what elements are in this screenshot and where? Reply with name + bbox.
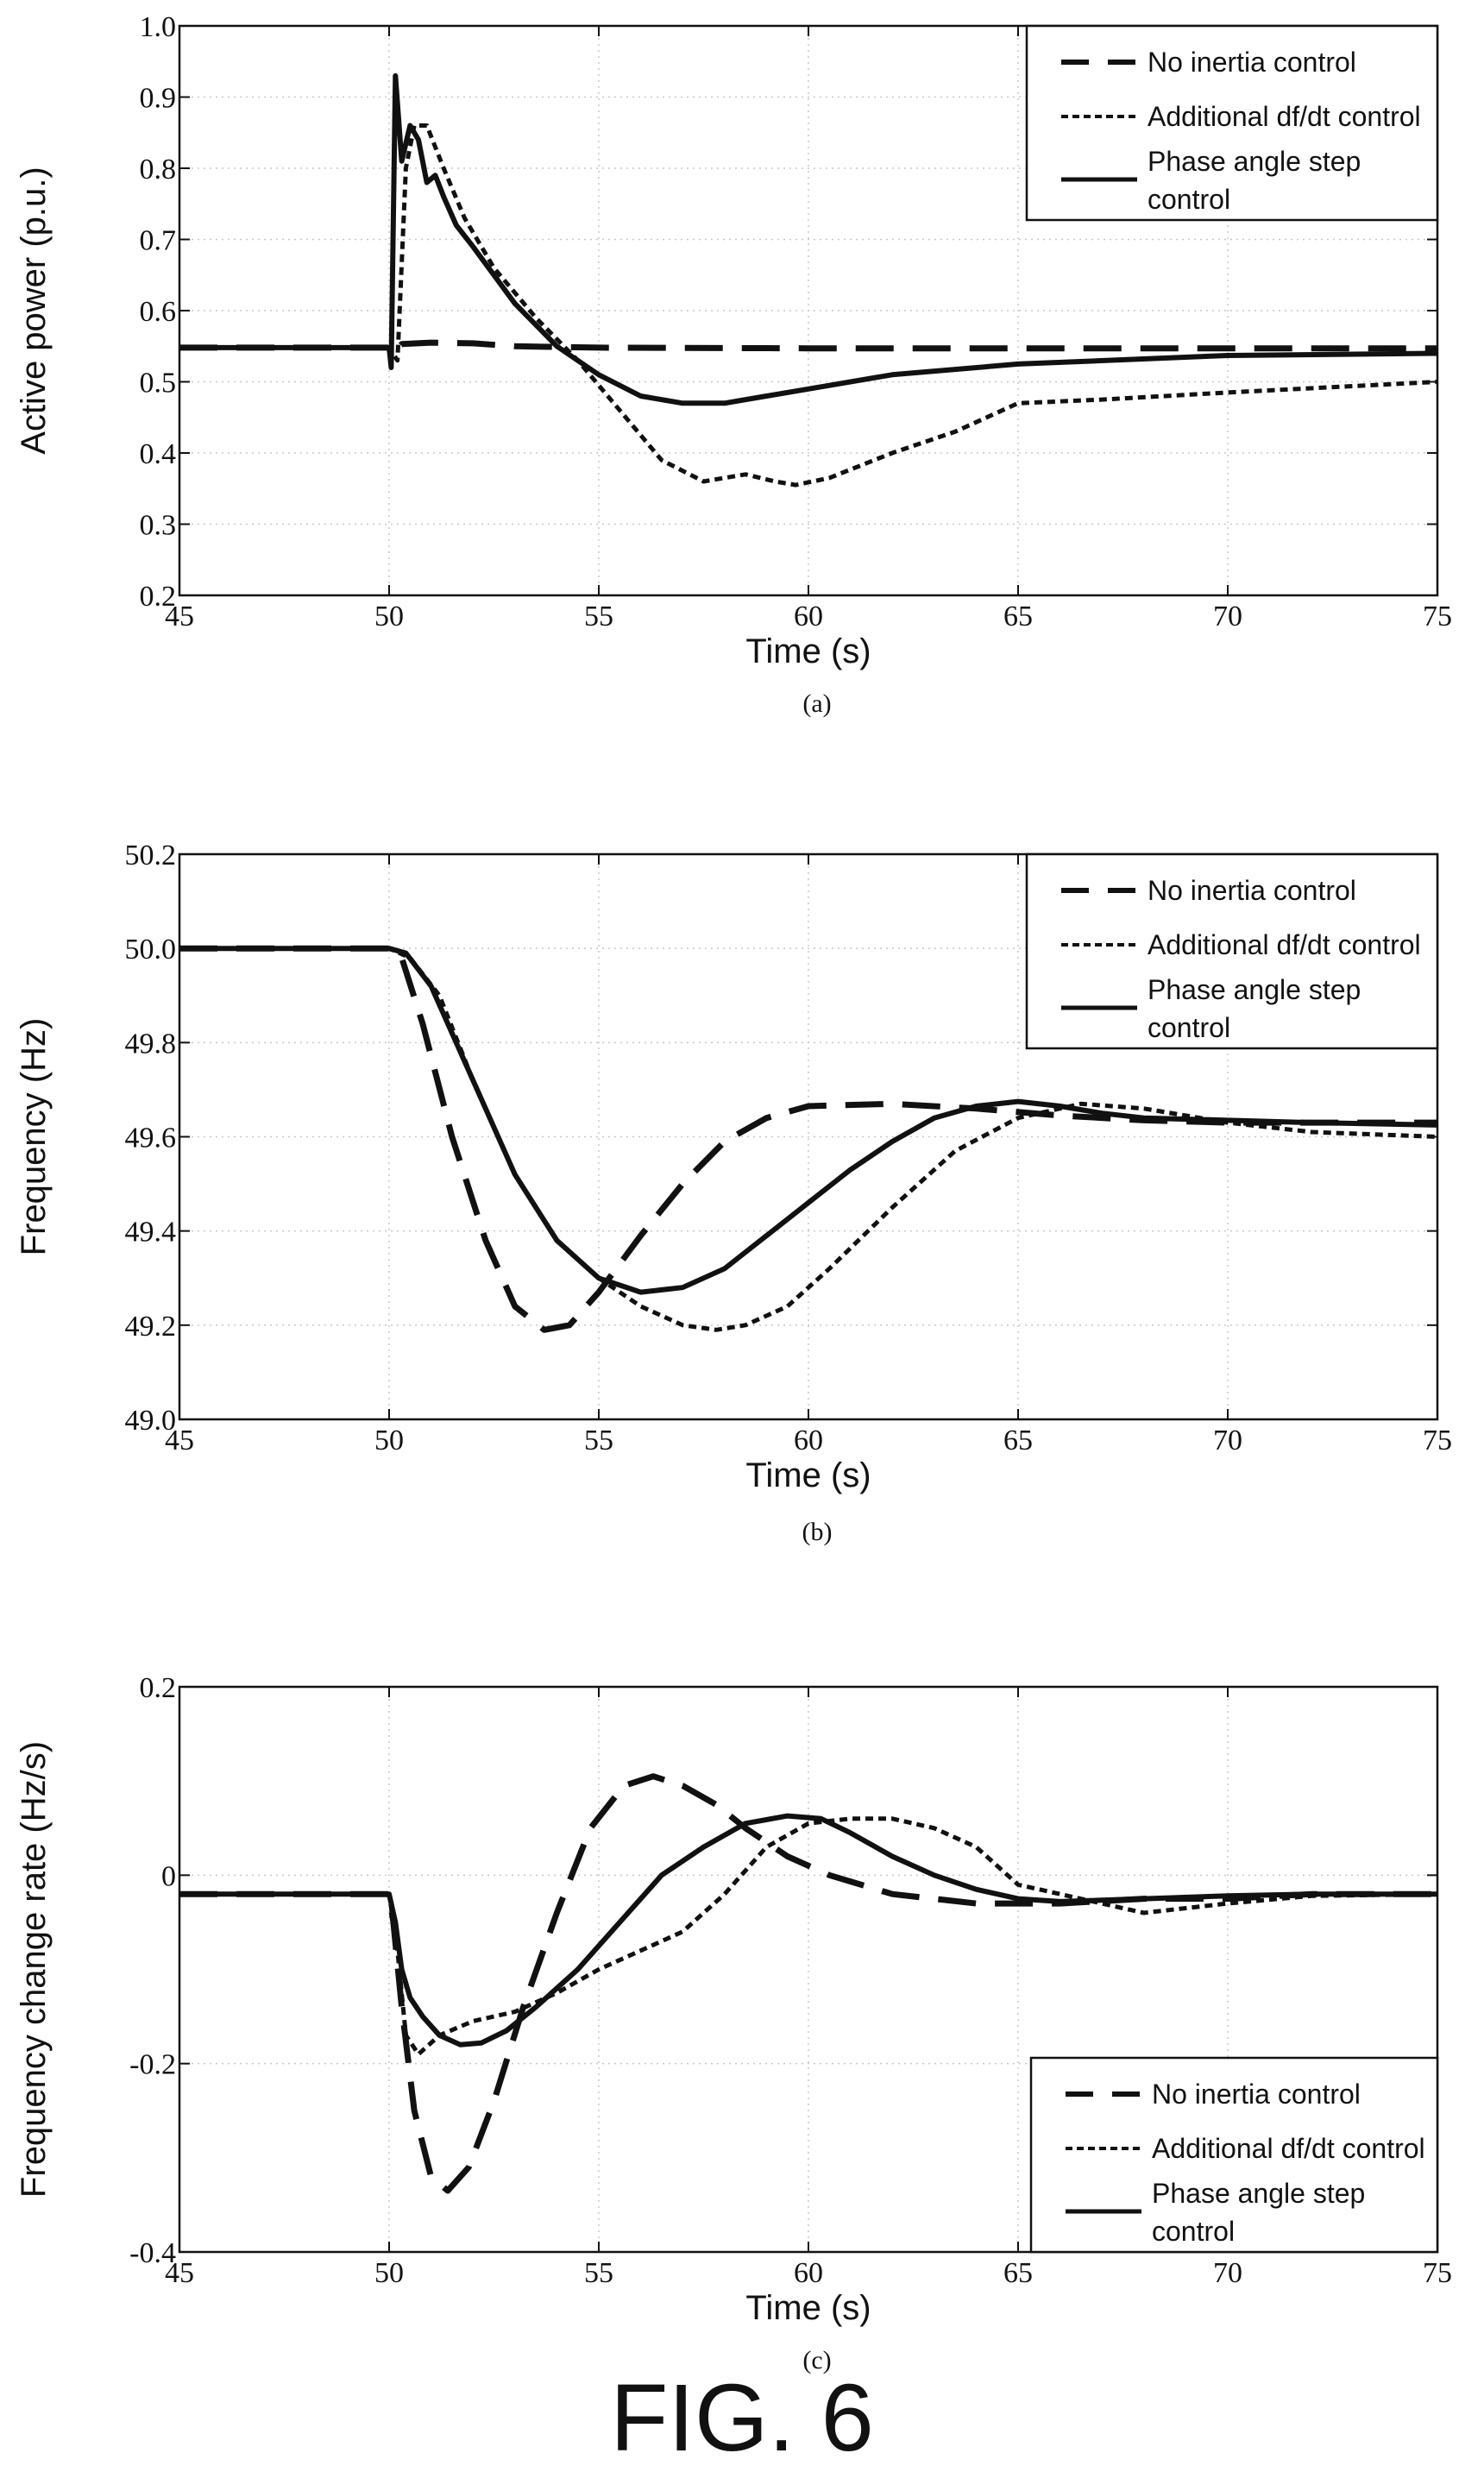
panel-b-y-tick-label: 50.2 [125, 840, 177, 871]
panel-c-series-dashed-line [179, 1773, 1437, 2194]
panel-a-x-tick-label: 65 [1003, 601, 1033, 632]
panel-b-x-tick-label: 55 [584, 1425, 613, 1456]
panel-a-legend-box [1025, 24, 1439, 222]
panel-c-y-axis-label: Frequency change rate (Hz/s) [15, 1741, 53, 2198]
panel-b-y-axis-label: Frequency (Hz) [15, 1018, 53, 1256]
panel-a-y-tick-label: 0.6 [140, 296, 177, 328]
panel-b-legend-label: No inertia control [1148, 875, 1356, 906]
panel-b-x-tick-label: 70 [1213, 1425, 1242, 1456]
panel-b-y-tick-label: 49.0 [125, 1405, 177, 1437]
panel-c-x-tick-label: 65 [1003, 2257, 1033, 2289]
panel-a-legend: No inertia control Additional df/dt contr… [1025, 24, 1439, 222]
panel-b-x-axis-label: Time (s) [745, 1456, 871, 1494]
panel-c-series-solid-line [179, 1813, 1437, 2047]
panel-a-y-tick-label: 1.0 [140, 11, 177, 43]
panel-b-y-tick-label: 49.6 [125, 1123, 177, 1154]
panel-a-y-tick-label: 0.2 [140, 581, 177, 613]
panel-a: 45 50 55 60 65 70 75 0.2 0.3 0.4 0.5 0.6 0.7 0.8 0.9 1.… [15, 11, 1452, 718]
panel-a-x-tick-label: 75 [1423, 601, 1452, 632]
panel-b-y-tick-label: 49.2 [125, 1311, 177, 1343]
panel-c-x-tick-label: 45 [165, 2257, 194, 2289]
panel-b-legend-label: Additional df/dt control [1148, 929, 1421, 960]
panel-c-x-tick-label: 70 [1213, 2257, 1242, 2289]
panel-c-legend-label: Phase angle step [1152, 2178, 1365, 2209]
panel-b-x-tick-label: 45 [165, 1425, 194, 1456]
panel-a-legend-label-cont: control [1148, 184, 1230, 215]
panel-c-x-tick-label: 55 [584, 2257, 613, 2289]
panel-c-legend-label-cont: control [1152, 2216, 1235, 2247]
panel-a-y-tick-label: 0.4 [140, 438, 177, 470]
panel-b-series-dashed-line [179, 945, 1437, 1333]
panel-b-y-tick-label: 50.0 [125, 934, 177, 966]
panel-c: 45 50 55 60 65 70 75 -0.4 -0.2 0 0.2 Time (s) Freque… [15, 1672, 1452, 2375]
panel-b-x-tick-label: 65 [1003, 1425, 1033, 1456]
panel-c-x-tick-label: 60 [794, 2257, 823, 2289]
panel-b-legend: No inertia control Additional df/dt contr… [1025, 852, 1439, 1050]
panel-c-legend-label: No inertia control [1152, 2079, 1361, 2110]
panel-b-legend-label-cont: control [1148, 1012, 1230, 1043]
panel-a-legend-label: No inertia control [1148, 47, 1356, 78]
panel-b-x-tick-label: 50 [374, 1425, 404, 1456]
panel-a-x-tick-label: 55 [584, 601, 613, 632]
panel-c-x-tick-label: 50 [374, 2257, 404, 2289]
panel-a-series-dashed-line [179, 339, 1437, 356]
panel-a-x-tick-label: 70 [1213, 601, 1242, 632]
panel-a-x-tick-label: 45 [165, 601, 194, 632]
panel-c-y-tick-label: 0.2 [140, 1672, 177, 1704]
panel-a-x-tick-label: 50 [374, 601, 404, 632]
panel-a-y-tick-label: 0.3 [140, 510, 177, 542]
panel-c-x-axis-label: Time (s) [745, 2289, 871, 2327]
panel-b-subfigure-label: (b) [802, 1518, 833, 1546]
panel-c-y-tick-label: -0.4 [129, 2237, 176, 2269]
panel-a-y-tick-label: 0.9 [140, 83, 177, 115]
panel-a-series-solid-line [179, 72, 1438, 406]
panel-a-x-axis-label: Time (s) [745, 632, 871, 670]
panel-c-legend-box [1029, 2056, 1439, 2254]
figure-caption: FIG. 6 [610, 2365, 874, 2471]
panel-b-legend-box [1025, 852, 1439, 1050]
panel-b-x-tick-label: 75 [1423, 1425, 1452, 1456]
panel-a-y-tick-label: 0.8 [140, 154, 177, 186]
panel-c-legend: No inertia control Additional df/dt contr… [1029, 2056, 1439, 2254]
panel-c-series-dotted-line [179, 1816, 1438, 2057]
panel-b-legend-label: Phase angle step [1148, 974, 1361, 1005]
panel-c-subfigure-label: (c) [802, 2346, 831, 2375]
panel-b-series-solid-line [179, 946, 1438, 1295]
panel-a-legend-label: Phase angle step [1148, 146, 1361, 177]
panel-c-y-tick-label: -0.2 [129, 2049, 176, 2081]
panel-a-x-tick-label: 60 [794, 601, 823, 632]
panel-b-y-tick-label: 49.8 [125, 1028, 177, 1060]
panel-a-y-axis-label: Active power (p.u.) [15, 167, 53, 454]
panel-a-y-tick-label: 0.5 [140, 368, 177, 399]
panel-c-legend-label: Additional df/dt control [1152, 2133, 1425, 2164]
panel-b: 45 50 55 60 65 70 75 49.0 49.2 49.4 49.6 49.8 50.0 50… [15, 840, 1452, 1546]
panel-a-y-tick-label: 0.7 [140, 225, 177, 257]
panel-a-subfigure-label: (a) [802, 689, 831, 718]
panel-b-y-tick-label: 49.4 [125, 1217, 177, 1249]
panel-a-legend-label: Additional df/dt control [1148, 101, 1421, 132]
panel-c-y-tick-label: 0 [161, 1860, 176, 1892]
panel-c-x-tick-label: 75 [1423, 2257, 1452, 2289]
panel-b-x-tick-label: 60 [794, 1425, 823, 1456]
